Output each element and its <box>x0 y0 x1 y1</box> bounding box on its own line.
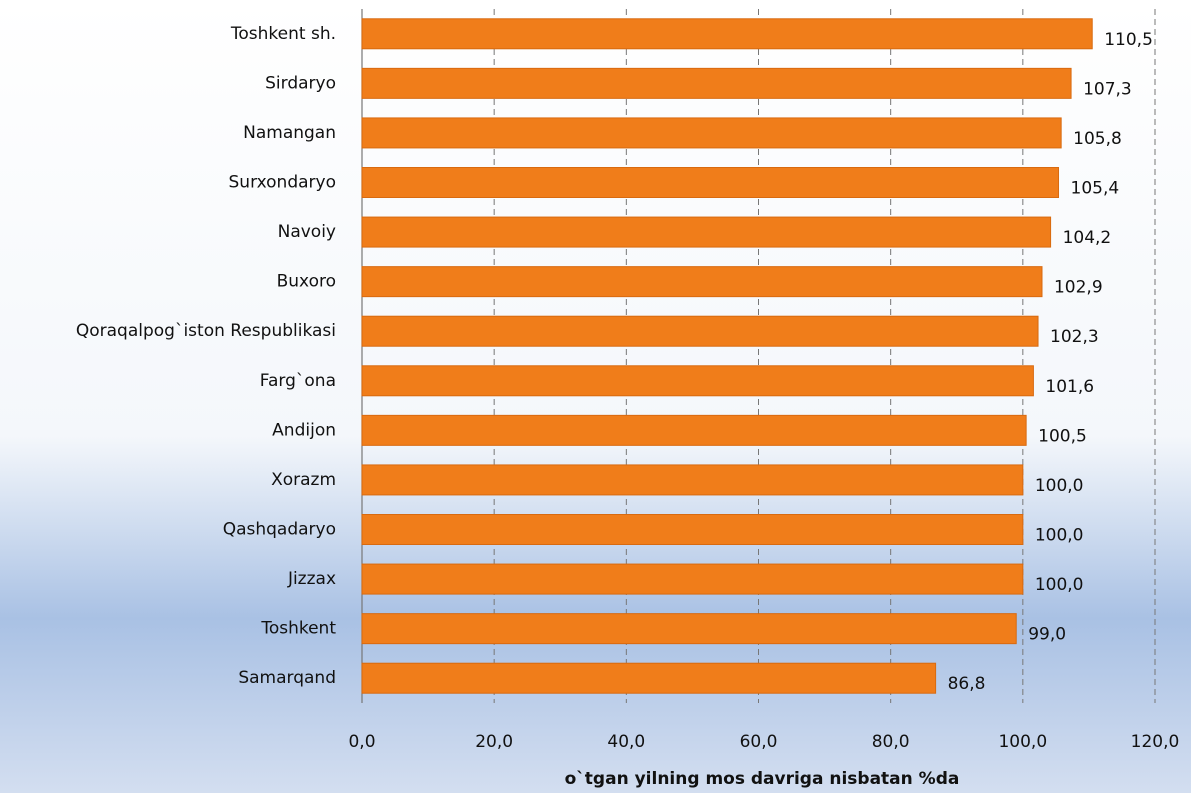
x-tick-label: 0,0 <box>348 732 375 752</box>
data-label: 100,0 <box>1035 526 1084 546</box>
bar <box>361 563 1024 595</box>
x-tick-label: 40,0 <box>607 732 645 752</box>
bar <box>361 613 1017 645</box>
data-label: 104,2 <box>1063 228 1112 248</box>
bar <box>361 216 1052 248</box>
data-label: 100,0 <box>1035 476 1084 496</box>
bar <box>361 67 1072 99</box>
y-tick-label: Sirdaryo <box>265 73 336 93</box>
data-label: 107,3 <box>1083 79 1132 99</box>
x-tick-label: 120,0 <box>1131 732 1180 752</box>
y-tick-label: Samarqand <box>238 668 336 688</box>
bar <box>361 464 1024 496</box>
y-tick-label: Jizzax <box>287 569 336 589</box>
y-tick-label: Farg`ona <box>260 371 336 391</box>
x-tick-label: 20,0 <box>475 732 513 752</box>
data-label: 86,8 <box>948 674 986 694</box>
y-tick-label: Andijon <box>272 420 336 440</box>
y-tick-label: Buxoro <box>277 272 336 292</box>
data-label: 101,6 <box>1045 377 1094 397</box>
y-tick-label: Xorazm <box>271 470 336 490</box>
data-label: 105,8 <box>1073 129 1122 149</box>
bar <box>361 18 1093 50</box>
y-tick-label: Toshkent sh. <box>230 24 336 44</box>
bar <box>361 662 937 694</box>
x-tick-label: 100,0 <box>998 732 1047 752</box>
data-label: 100,0 <box>1035 575 1084 595</box>
y-tick-label: Qashqadaryo <box>223 520 336 540</box>
bar <box>361 315 1039 347</box>
bar <box>361 167 1060 198</box>
bar <box>361 365 1034 397</box>
x-tick-label: 60,0 <box>740 732 778 752</box>
bar <box>361 514 1024 545</box>
data-label: 102,3 <box>1050 327 1099 347</box>
bar <box>361 266 1043 298</box>
x-axis-title: o`tgan yilning mos davriga nisbatan %da <box>565 769 960 789</box>
y-tick-label: Navoiy <box>278 222 336 242</box>
data-label: 110,5 <box>1104 30 1153 50</box>
bar <box>361 117 1062 149</box>
x-tick-label: 80,0 <box>872 732 910 752</box>
y-tick-label: Namangan <box>243 123 336 143</box>
data-label: 102,9 <box>1054 278 1103 298</box>
y-tick-label: Toshkent <box>260 619 336 639</box>
y-tick-label: Qoraqalpog`iston Respublikasi <box>76 321 336 341</box>
bar <box>361 414 1027 446</box>
data-label: 99,0 <box>1028 625 1066 645</box>
data-label: 100,5 <box>1038 426 1087 446</box>
data-label: 105,4 <box>1071 179 1120 199</box>
y-tick-label: Surxondaryo <box>229 173 336 193</box>
